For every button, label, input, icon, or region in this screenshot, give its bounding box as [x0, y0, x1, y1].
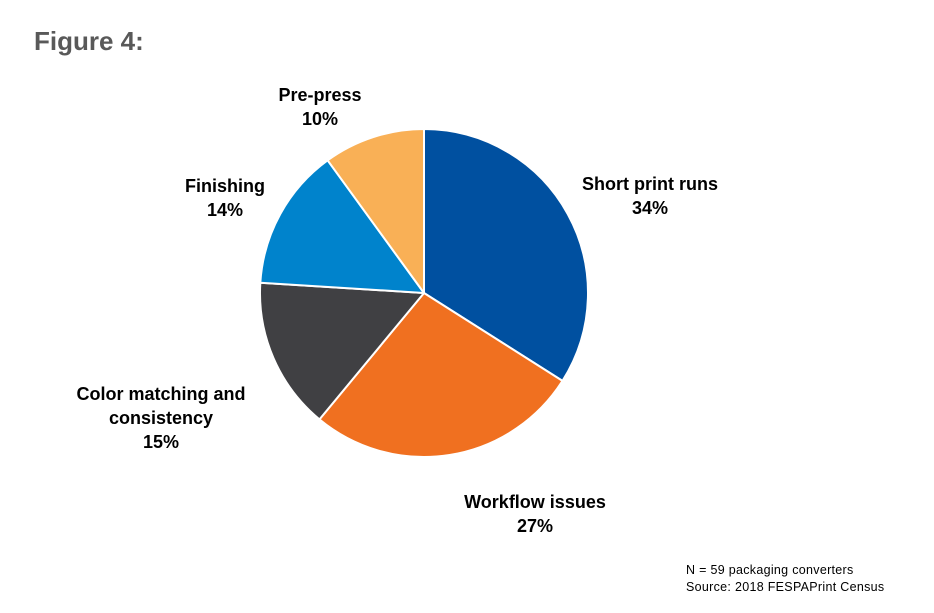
pie-label-value: 15%: [143, 432, 179, 452]
pie-slice-2: [318, 292, 564, 458]
pie-label-4: Finishing 14%: [185, 176, 265, 220]
pie-label-3: Color matching and consistency 15%: [76, 384, 245, 452]
pie-label-text: Color matching and: [76, 384, 245, 404]
pie-label-text: consistency: [109, 408, 213, 428]
footnote-sample-size: N = 59 packaging converters: [686, 563, 854, 577]
figure-title: Figure 4:: [34, 26, 144, 56]
footnote-source: Source: 2018 FESPAPrint Census: [686, 580, 885, 594]
pie-label-text: Short print runs: [582, 174, 718, 194]
pie-label-value: 14%: [207, 200, 243, 220]
pie-label-value: 10%: [302, 109, 338, 129]
pie-label-text: Pre-press: [278, 85, 361, 105]
pie-slice-5: [326, 128, 425, 294]
pie-label-text: Finishing: [185, 176, 265, 196]
pie-label-2: Workflow issues 27%: [464, 492, 606, 536]
pie-slice-3: [258, 281, 425, 421]
pie-label-value: 34%: [632, 198, 668, 218]
pie-label-5: Pre-press 10%: [278, 85, 361, 129]
pie-slices: [258, 128, 589, 458]
pie-labels: Short print runs 34% Workflow issues 27% Col…: [76, 85, 718, 536]
pie-slice-4: [259, 159, 425, 294]
pie-label-text: Workflow issues: [464, 492, 606, 512]
footnote: N = 59 packaging converters Source: 2018…: [686, 562, 884, 596]
pie-label-value: 27%: [517, 516, 553, 536]
pie-label-1: Short print runs 34%: [582, 174, 718, 218]
